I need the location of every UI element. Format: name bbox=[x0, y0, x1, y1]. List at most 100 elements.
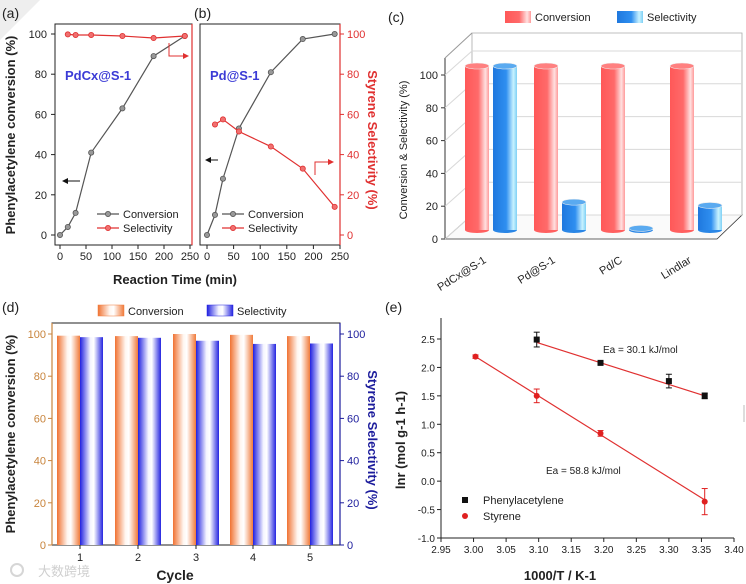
y-tick-label: 100 bbox=[28, 329, 46, 341]
x-tick-label: 0 bbox=[204, 251, 210, 263]
data-point-phenylacetylene bbox=[597, 359, 604, 366]
activation-energy-label: Ea = 58.8 kJ/mol bbox=[546, 466, 621, 477]
x-axis-label: 1000/T / K-1 bbox=[524, 568, 596, 583]
data-point-styrene bbox=[597, 430, 604, 437]
bar-conversion-0 bbox=[465, 66, 489, 230]
x-tick-label: 2.95 bbox=[431, 545, 451, 556]
fit-line-phenylacetylene bbox=[536, 341, 705, 397]
y-tick-label: 1.0 bbox=[421, 420, 435, 431]
data-point-styrene bbox=[472, 353, 479, 360]
y-right-tick-label: 20 bbox=[347, 498, 359, 510]
bar-top bbox=[628, 225, 654, 232]
y-tick-label: 80 bbox=[34, 371, 46, 383]
x-tick-label: 3.20 bbox=[594, 545, 614, 556]
x-tick-label: 3.00 bbox=[464, 545, 484, 556]
bar-top bbox=[464, 62, 490, 70]
legend-label: Conversion bbox=[123, 209, 179, 221]
x-category-label: Pd@S-1 bbox=[516, 254, 558, 286]
bar-top bbox=[669, 62, 695, 70]
x-tick-label: 4 bbox=[250, 552, 256, 564]
legend-swatch-conversion bbox=[97, 304, 125, 317]
x-tick-label: 200 bbox=[304, 251, 322, 263]
data-point-selectivity bbox=[299, 165, 306, 172]
series-line-conversion bbox=[206, 33, 335, 236]
y-right-tick-label: 40 bbox=[347, 150, 359, 162]
y-tick-label: 20 bbox=[35, 190, 47, 202]
y-tick-label: -0.5 bbox=[418, 506, 436, 517]
data-point-conversion bbox=[203, 231, 210, 238]
x-tick-label: 1 bbox=[77, 552, 83, 564]
x-tick-label: 3.15 bbox=[561, 545, 581, 556]
y-tick-label: -1.0 bbox=[418, 534, 436, 545]
data-point-conversion bbox=[119, 105, 126, 112]
bar-selectivity-0 bbox=[493, 66, 517, 230]
y-right-tick-label: 80 bbox=[347, 69, 359, 81]
x-tick-label: 3.40 bbox=[724, 545, 744, 556]
x-tick-label: 200 bbox=[155, 251, 173, 263]
data-point-styrene bbox=[533, 392, 540, 399]
y-axis-label: Phenylacetylene conversion (%) bbox=[3, 36, 18, 235]
y-tick-label: 0.0 bbox=[421, 477, 435, 488]
data-point-conversion bbox=[57, 231, 64, 238]
series-line-selectivity bbox=[214, 118, 336, 208]
x-tick-label: 50 bbox=[227, 251, 239, 263]
y-tick-label: 2.5 bbox=[421, 335, 435, 346]
sample-label: PdCx@S-1 bbox=[65, 68, 131, 83]
legend-marker bbox=[462, 513, 468, 519]
data-point-conversion bbox=[150, 53, 157, 60]
x-tick-label: 3.10 bbox=[529, 545, 549, 556]
bar-selectivity-cycle-1 bbox=[80, 337, 103, 545]
watermark-logo-icon bbox=[10, 563, 24, 577]
panel-label: (a) bbox=[2, 5, 19, 21]
series-line-selectivity bbox=[67, 33, 185, 39]
data-point-selectivity bbox=[64, 31, 71, 38]
floor-plane bbox=[443, 214, 743, 240]
legend-marker bbox=[229, 224, 236, 231]
data-point-conversion bbox=[267, 69, 274, 76]
panel-label: (b) bbox=[194, 5, 211, 21]
y-axis-label: Phenylacetylene conversion (%) bbox=[3, 335, 18, 534]
activation-energy-label: Ea = 30.1 kJ/mol bbox=[603, 345, 678, 356]
x-tick-label: 100 bbox=[103, 251, 121, 263]
x-tick-label: 250 bbox=[331, 251, 349, 263]
y-tick-label: 60 bbox=[426, 136, 438, 148]
legend-marker bbox=[229, 210, 236, 217]
right-axis-arrow-icon bbox=[314, 159, 334, 175]
data-point-phenylacetylene bbox=[701, 392, 708, 399]
y-tick-label: 20 bbox=[34, 498, 46, 510]
y-tick-label: 60 bbox=[34, 413, 46, 425]
x-tick-label: 3 bbox=[193, 552, 199, 564]
y-tick-label: 40 bbox=[34, 456, 46, 468]
y-axis-label: Conversion & Selectivity (%) bbox=[398, 81, 410, 220]
legend-label: Conversion bbox=[248, 209, 304, 221]
y-tick-label: 1.5 bbox=[421, 392, 435, 403]
watermark-text: 大数跨境 bbox=[38, 564, 90, 579]
bar-conversion-cycle-1 bbox=[57, 335, 80, 545]
data-point-selectivity bbox=[331, 203, 338, 210]
data-point-selectivity bbox=[119, 33, 126, 40]
y-tick-label: 100 bbox=[29, 29, 47, 41]
data-point-conversion bbox=[64, 223, 71, 230]
sample-label: Pd@S-1 bbox=[210, 68, 260, 83]
data-point-selectivity bbox=[72, 32, 79, 39]
bar-selectivity-1 bbox=[562, 202, 586, 230]
bar-conversion-cycle-4 bbox=[230, 334, 253, 545]
data-point-selectivity bbox=[211, 121, 218, 128]
legend-marker bbox=[105, 224, 112, 231]
data-point-phenylacetylene bbox=[533, 336, 540, 343]
x-tick-label: 3.35 bbox=[692, 545, 712, 556]
x-category-label: PdCx@S-1 bbox=[435, 254, 488, 293]
y-tick-label: 0 bbox=[41, 230, 47, 242]
bar-conversion-cycle-5 bbox=[287, 336, 310, 545]
y-right-tick-label: 60 bbox=[347, 109, 359, 121]
x-tick-label: 50 bbox=[80, 251, 92, 263]
panel-label: (c) bbox=[388, 9, 404, 25]
x-tick-label: 100 bbox=[251, 251, 269, 263]
y-tick-label: 0.5 bbox=[421, 449, 435, 460]
y-tick-label: 0 bbox=[432, 234, 438, 246]
bar-top bbox=[697, 202, 723, 209]
bar-selectivity-cycle-3 bbox=[196, 340, 219, 545]
y-right-axis-label: Styrene Selectivity (%) bbox=[365, 70, 380, 209]
y-tick-label: 100 bbox=[420, 70, 438, 82]
